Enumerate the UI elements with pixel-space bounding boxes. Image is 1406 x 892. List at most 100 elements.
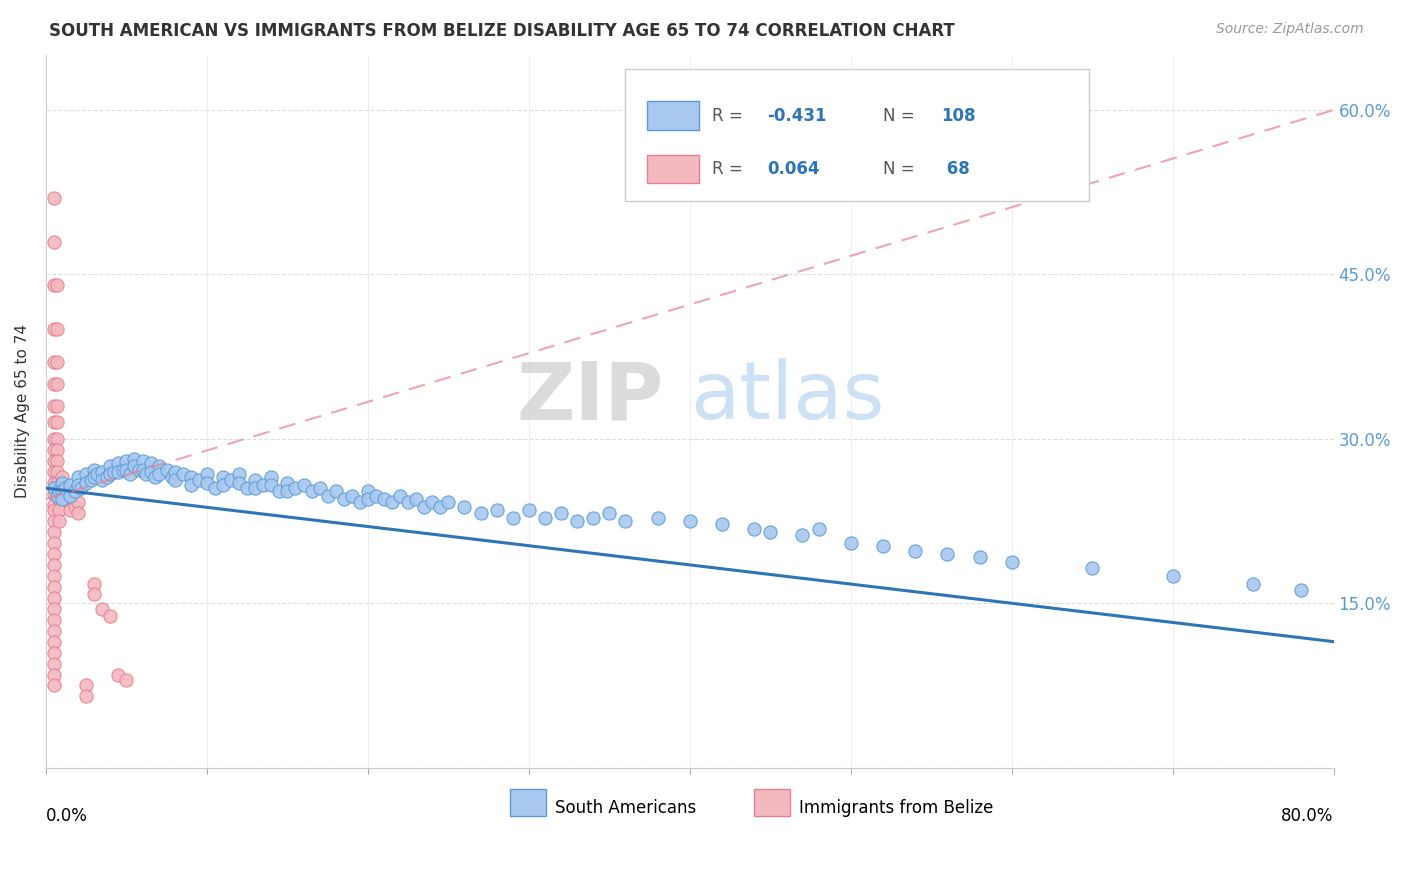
Point: [1081, 561, 1104, 575]
Point: [135, 467, 157, 481]
Point: [98, 467, 121, 481]
Point: [83, 470, 105, 484]
Point: [195, 467, 218, 481]
Point: [42, 481, 65, 495]
Point: [163, 474, 186, 488]
Text: 0.0%: 0.0%: [46, 807, 87, 825]
Point: [292, 478, 315, 492]
Bar: [647, 155, 699, 184]
Point: [42, 454, 65, 468]
Point: [83, 587, 105, 601]
Point: [340, 489, 363, 503]
Point: [42, 547, 65, 561]
Point: [59, 489, 82, 503]
Point: [53, 492, 76, 507]
Point: [42, 657, 65, 671]
Text: atlas: atlas: [690, 359, 884, 436]
Point: [325, 484, 347, 499]
Text: 80.0%: 80.0%: [1281, 807, 1334, 825]
Text: South Americans: South Americans: [554, 798, 696, 816]
Point: [83, 462, 105, 476]
Point: [48, 481, 70, 495]
Point: [96, 470, 118, 484]
Point: [42, 278, 65, 293]
Point: [75, 678, 97, 692]
Point: [839, 536, 862, 550]
Point: [42, 475, 65, 490]
Point: [51, 484, 73, 499]
Point: [51, 475, 73, 490]
Point: [1001, 555, 1024, 569]
Point: [42, 624, 65, 638]
Point: [357, 492, 380, 507]
Point: [42, 601, 65, 615]
Text: N =: N =: [883, 107, 920, 125]
Point: [1161, 569, 1184, 583]
Point: [86, 467, 108, 481]
Point: [53, 481, 76, 495]
Point: [316, 489, 339, 503]
Point: [42, 486, 65, 500]
Text: 0.064: 0.064: [768, 161, 820, 178]
Point: [517, 503, 540, 517]
Point: [67, 470, 90, 484]
Point: [219, 474, 242, 488]
Point: [48, 503, 70, 517]
Point: [42, 442, 65, 457]
Point: [115, 454, 138, 468]
Point: [83, 576, 105, 591]
Point: [46, 377, 69, 392]
Point: [46, 416, 69, 430]
Point: [131, 462, 153, 476]
Point: [396, 495, 419, 509]
Point: [550, 507, 572, 521]
Point: [46, 486, 69, 500]
Point: [1241, 576, 1264, 591]
Point: [156, 462, 179, 476]
Point: [598, 507, 620, 521]
Point: [48, 484, 70, 499]
Point: [180, 470, 202, 484]
Point: [485, 503, 508, 517]
Point: [80, 474, 103, 488]
Text: 68: 68: [941, 161, 970, 178]
Point: [124, 451, 146, 466]
Point: [872, 539, 894, 553]
Point: [42, 355, 65, 369]
Point: [118, 467, 141, 481]
Point: [470, 507, 492, 521]
Point: [46, 475, 69, 490]
Text: Source: ZipAtlas.com: Source: ZipAtlas.com: [1216, 22, 1364, 37]
Point: [70, 481, 93, 495]
Point: [67, 507, 90, 521]
Point: [46, 432, 69, 446]
Point: [42, 399, 65, 413]
FancyBboxPatch shape: [626, 70, 1090, 202]
Point: [904, 543, 927, 558]
Text: R =: R =: [711, 161, 748, 178]
Point: [42, 191, 65, 205]
Point: [245, 481, 267, 495]
Point: [63, 484, 86, 499]
Point: [212, 478, 235, 492]
Point: [139, 456, 162, 470]
Point: [46, 442, 69, 457]
Point: [107, 667, 129, 681]
Point: [276, 475, 298, 490]
Point: [46, 278, 69, 293]
Point: [128, 462, 150, 476]
Point: [67, 478, 90, 492]
Point: [42, 322, 65, 336]
Point: [59, 503, 82, 517]
Point: [502, 510, 524, 524]
Point: [180, 478, 202, 492]
Point: [332, 492, 354, 507]
Point: [63, 500, 86, 514]
Point: [107, 465, 129, 479]
Point: [59, 492, 82, 507]
Point: [647, 510, 669, 524]
Point: [582, 510, 605, 524]
Point: [46, 355, 69, 369]
Point: [91, 601, 114, 615]
Point: [308, 481, 330, 495]
